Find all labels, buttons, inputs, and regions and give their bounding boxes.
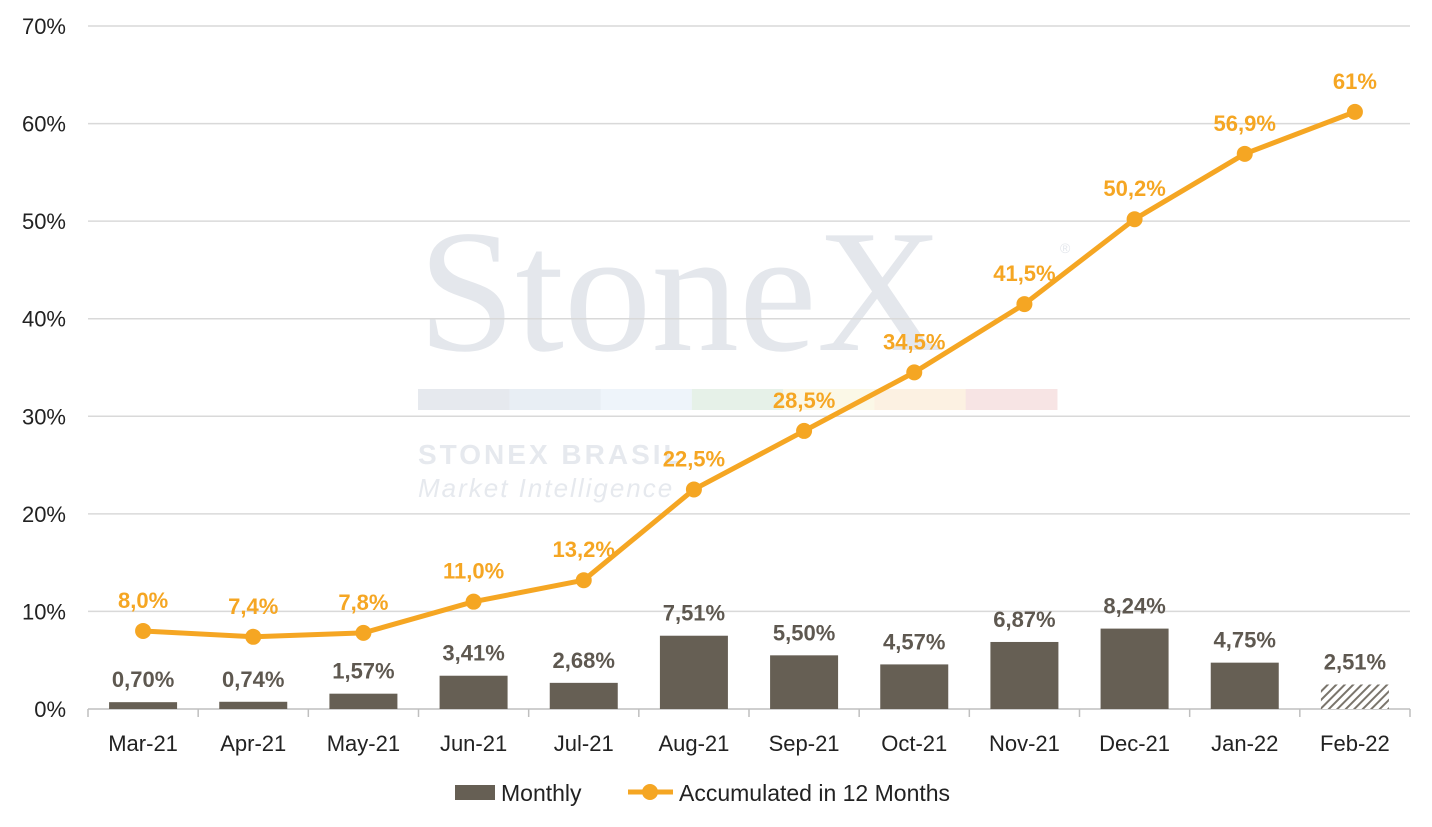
legend-accumulated-marker <box>642 784 658 800</box>
watermark-stripe <box>418 389 510 410</box>
bar <box>770 655 839 709</box>
x-tick-label: Aug-21 <box>658 731 729 756</box>
bar-value-label: 1,57% <box>332 659 394 684</box>
y-axis-ticks: 0% 10% 20% 30% 40% 50% 60% 70% <box>22 14 66 722</box>
line-value-label: 61% <box>1333 69 1377 94</box>
watermark-line1: STONEX BRASIL <box>418 439 684 470</box>
watermark-stripe <box>874 389 967 410</box>
x-tick-label: Nov-21 <box>989 731 1060 756</box>
bar <box>659 635 728 709</box>
line-value-label: 7,4% <box>228 594 278 619</box>
watermark-stripes <box>418 389 1058 410</box>
x-tick-label: Jan-22 <box>1211 731 1278 756</box>
bar-labels: 0,70% 0,74% 1,57% 3,41% 2,68% 7,51% 5,50% 4,57%… <box>112 594 1386 693</box>
line-value-label: 50,2% <box>1103 176 1165 201</box>
bar-value-label: 2,51% <box>1324 650 1386 675</box>
bar-value-label: 6,87% <box>993 607 1055 632</box>
legend-accumulated-label: Accumulated in 12 Months <box>679 780 950 806</box>
line-accumulated <box>135 103 1363 645</box>
line-point <box>465 593 482 610</box>
bar-value-label: 4,57% <box>883 629 945 654</box>
bar <box>1100 628 1169 709</box>
x-tick-label: Jun-21 <box>440 731 507 756</box>
line-point <box>135 622 152 639</box>
bar-value-label: 7,51% <box>663 601 725 626</box>
legend: Monthly Accumulated in 12 Months <box>455 780 950 806</box>
y-tick-label: 50% <box>22 209 66 234</box>
bar <box>880 664 949 709</box>
line-value-label: 41,5% <box>993 261 1055 286</box>
bar-value-label: 0,70% <box>112 667 174 692</box>
watermark-stripe <box>691 389 784 410</box>
line-point <box>1346 103 1363 120</box>
bar-value-label: 5,50% <box>773 620 835 645</box>
bar <box>549 682 618 709</box>
watermark: StoneX ® STONEX BRASIL Market Intelligen… <box>418 194 1071 503</box>
bar-value-label: 2,68% <box>553 648 615 673</box>
bar <box>1210 662 1279 709</box>
watermark-stripe <box>509 389 602 410</box>
x-axis: Mar-21 Apr-21 May-21 Jun-21 Jul-21 Aug-21 Sep-… <box>87 708 1411 756</box>
bar <box>1320 684 1389 709</box>
watermark-registered-mark: ® <box>1060 240 1071 256</box>
bar-value-label: 3,41% <box>442 641 504 666</box>
line-value-label: 11,0% <box>443 559 504 584</box>
y-tick-label: 0% <box>34 697 66 722</box>
bar-value-label: 0,74% <box>222 667 284 692</box>
x-tick-label: Feb-22 <box>1320 731 1390 756</box>
legend-monthly-swatch <box>455 785 495 800</box>
x-tick-label: Mar-21 <box>108 731 178 756</box>
x-tick-label: May-21 <box>327 731 400 756</box>
watermark-line2: Market Intelligence <box>418 473 674 503</box>
line-point <box>1126 211 1143 228</box>
watermark-stripe <box>965 389 1058 410</box>
y-tick-label: 20% <box>22 502 66 527</box>
line-point <box>1236 145 1253 162</box>
watermark-brand: StoneX <box>418 194 943 388</box>
bars-monthly <box>109 628 1389 709</box>
line-value-label: 13,2% <box>553 537 615 562</box>
y-tick-label: 70% <box>22 14 66 39</box>
line-value-label: 28,5% <box>773 388 835 413</box>
x-tick-label: Oct-21 <box>881 731 947 756</box>
watermark-stripe <box>600 389 693 410</box>
gridlines <box>88 25 1410 613</box>
legend-monthly-label: Monthly <box>501 780 582 806</box>
line-value-label: 56,9% <box>1214 111 1276 136</box>
line-point <box>685 481 702 498</box>
line-point <box>575 572 592 589</box>
bar <box>329 693 398 709</box>
y-tick-label: 40% <box>22 307 66 332</box>
bar <box>219 701 288 709</box>
line-value-label: 34,5% <box>883 329 945 354</box>
y-tick-label: 30% <box>22 404 66 429</box>
line-value-label: 22,5% <box>663 446 725 471</box>
bar <box>109 702 178 709</box>
x-tick-label: Jul-21 <box>554 731 614 756</box>
bar <box>990 641 1059 709</box>
bar <box>439 675 508 709</box>
line-point <box>1016 296 1033 313</box>
x-tick-label: Sep-21 <box>769 731 840 756</box>
series-line <box>142 109 1356 640</box>
y-tick-label: 60% <box>22 112 66 137</box>
line-value-label: 7,8% <box>338 590 388 615</box>
x-tick-label: Apr-21 <box>220 731 286 756</box>
line-point <box>355 624 372 641</box>
bar-value-label: 8,24% <box>1103 594 1165 619</box>
line-labels: 8,0% 7,4% 7,8% 11,0% 13,2% 22,5% 28,5% 34,5% 41,… <box>118 69 1377 619</box>
bar-value-label: 4,75% <box>1214 628 1276 653</box>
x-tick-label: Dec-21 <box>1099 731 1170 756</box>
line-point <box>245 628 262 645</box>
y-tick-label: 10% <box>22 599 66 624</box>
line-point <box>906 364 923 381</box>
line-point <box>796 422 813 439</box>
line-value-label: 8,0% <box>118 588 168 613</box>
